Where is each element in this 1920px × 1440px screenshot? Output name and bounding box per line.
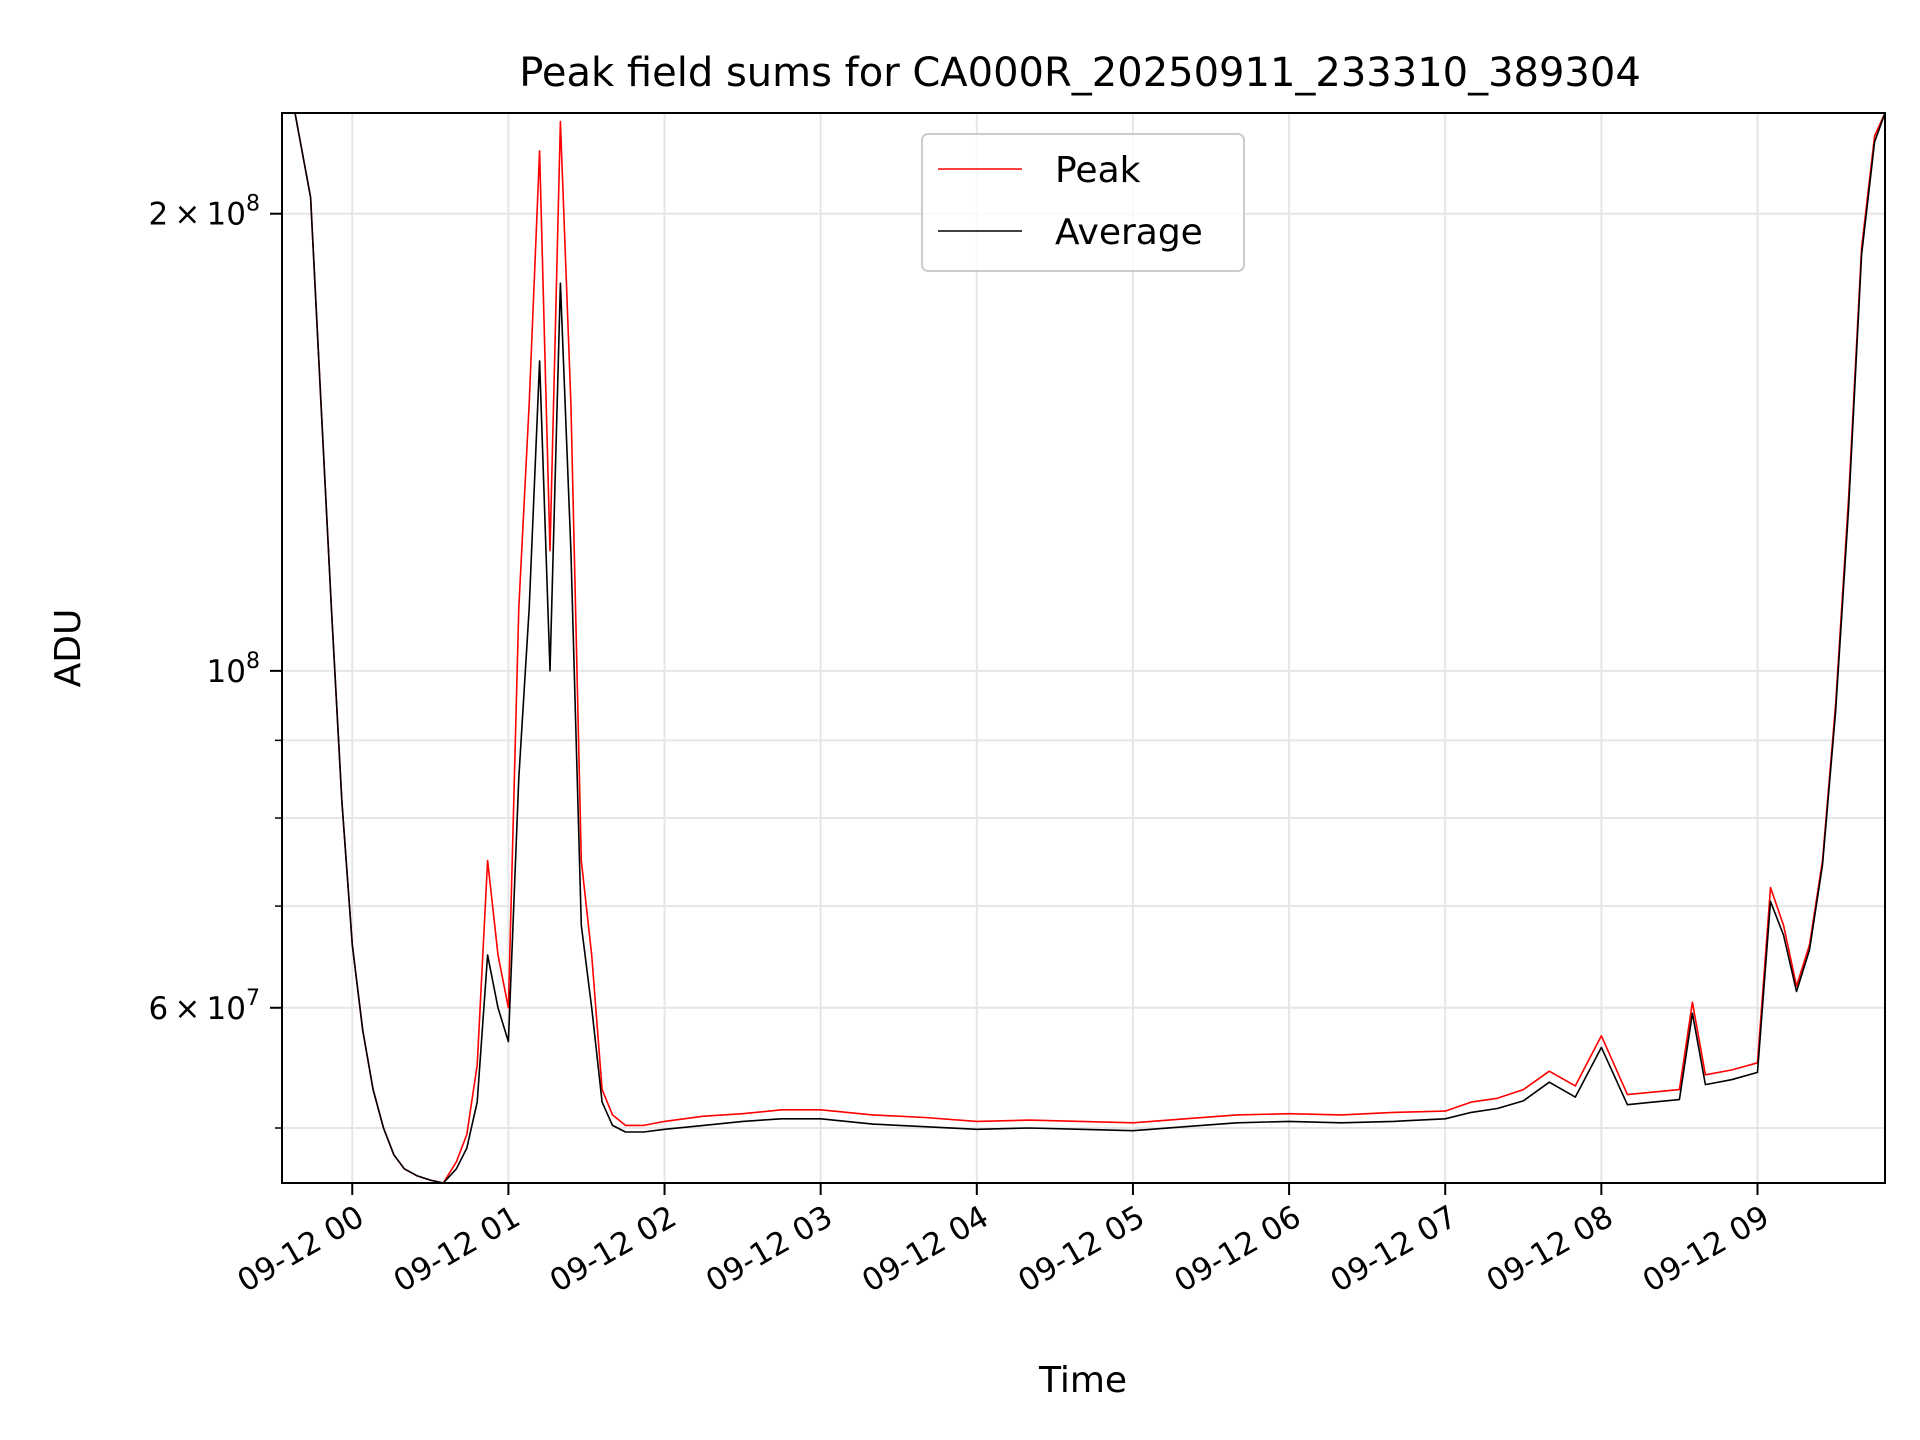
- legend: Peak Average: [921, 133, 1245, 272]
- series-line-average: [282, 113, 1885, 1183]
- x-axis-label: Time: [1038, 1360, 1127, 1401]
- y-axis: 2 × 108 108 6 × 107: [148, 192, 282, 1129]
- legend-label-average: Average: [1055, 212, 1203, 253]
- legend-label-peak: Peak: [1055, 150, 1141, 191]
- y-axis-label: ADU: [48, 609, 89, 688]
- y-tick-label-2: 6 × 107: [148, 986, 260, 1027]
- series-lines: [282, 113, 1885, 1183]
- chart-title: Peak field sums for CA000R_20250911_2333…: [519, 50, 1641, 96]
- plot-frame: [281, 112, 1886, 1184]
- y-tick-label-1: 108: [207, 649, 260, 690]
- y-tick-label-0: 2 × 108: [148, 192, 260, 233]
